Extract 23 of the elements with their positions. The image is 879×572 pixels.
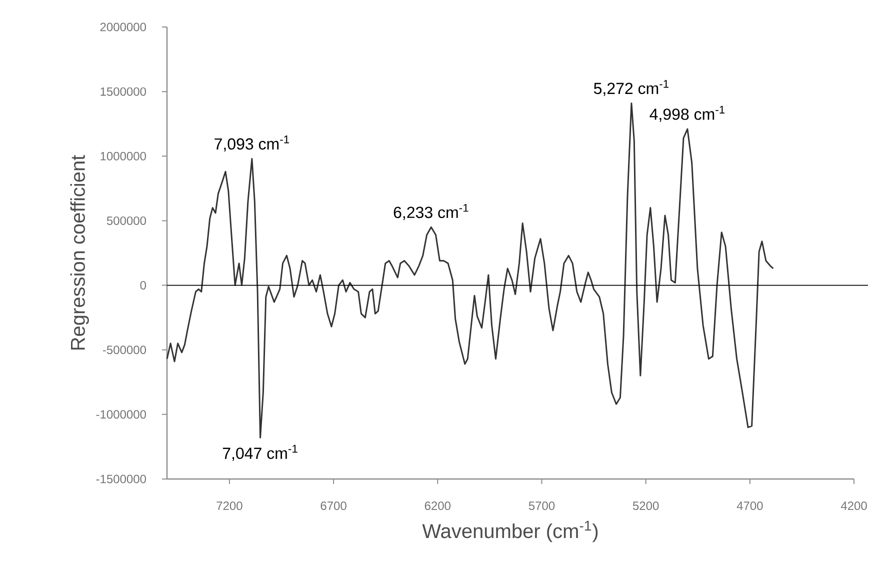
y-tick-label: 1500000 xyxy=(100,87,146,96)
x-tick-label: 5200 xyxy=(632,502,659,510)
x-tick-label: 7200 xyxy=(216,502,242,510)
y-tick-label: 500000 xyxy=(106,216,146,225)
annotation: 5,272 cm$^{-1}$ xyxy=(594,80,669,96)
x-tick-label: 4200 xyxy=(840,502,867,510)
y-tick-label: -500000 xyxy=(102,346,146,354)
annotation: 7,047 cm$^{-1}$ xyxy=(222,444,298,461)
x-tick-label: 4700 xyxy=(736,502,763,510)
annotation: 4,998 cm$^{-1}$ xyxy=(650,106,725,122)
y-tick-label: -1500000 xyxy=(96,474,146,484)
y-tick-label: 2000000 xyxy=(100,22,146,32)
x-tick-label: 5700 xyxy=(528,502,555,510)
x-axis-title: Wavenumber (cm$^{-1}$) xyxy=(422,520,598,542)
y-tick-label: 1000000 xyxy=(100,152,146,160)
annotation: 7,093 cm$^{-1}$ xyxy=(214,136,290,152)
line-series xyxy=(166,102,774,438)
y-axis-title: Regression coefficient xyxy=(70,154,89,350)
x-tick-label: 6200 xyxy=(424,502,450,510)
annotation: 6,233 cm$^{-1}$ xyxy=(394,204,468,220)
y-tick-label: 0 xyxy=(140,281,146,290)
y-tick-label: -1000000 xyxy=(96,410,146,419)
x-tick-label: 6700 xyxy=(320,502,346,510)
